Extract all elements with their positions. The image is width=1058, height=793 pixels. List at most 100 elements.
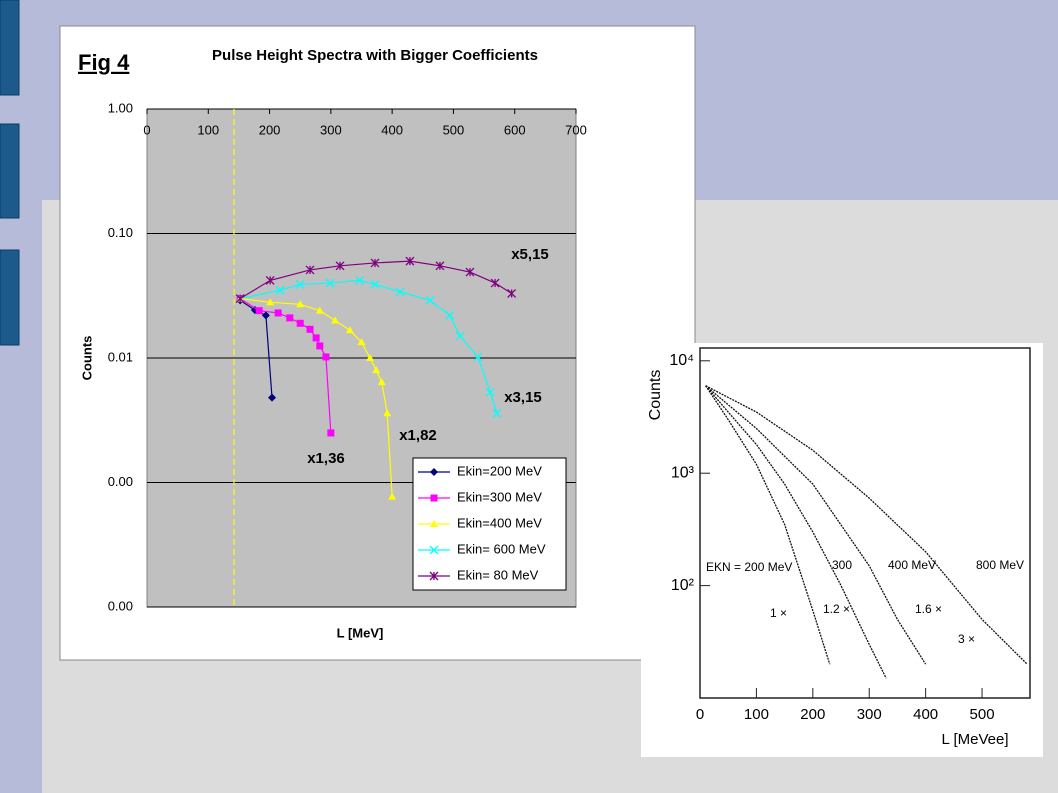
marker (435, 261, 445, 271)
marker (235, 294, 245, 304)
marker (266, 298, 275, 306)
marker (465, 267, 475, 277)
x-tick-label: 100 (197, 122, 219, 137)
x-tick-label: 500 (970, 706, 995, 723)
y-tick-label: 10² (671, 577, 695, 594)
x-tick-label: 700 (565, 122, 587, 137)
marker (383, 409, 392, 417)
marker (355, 275, 365, 285)
marker (490, 278, 500, 288)
marker (296, 319, 304, 327)
series-line (705, 385, 1028, 665)
left-band (0, 0, 42, 793)
marker (305, 265, 315, 275)
annotation: 1.6 × (915, 602, 942, 616)
legend-marker (429, 545, 439, 555)
x-tick-label: 400 (381, 122, 403, 137)
x-tick-label: 500 (443, 122, 465, 137)
series-line (239, 260, 512, 300)
annotation: EKN = 200 MeV (706, 560, 792, 574)
marker (370, 258, 380, 268)
decor-block (0, 0, 20, 96)
y-tick-label: 0.00 (108, 474, 133, 489)
marker (295, 279, 305, 289)
marker (331, 316, 340, 324)
annotation: x5,15 (511, 246, 549, 263)
x-tick-label: 400 (913, 706, 938, 723)
annotation: 300 (832, 558, 852, 572)
marker (370, 279, 380, 289)
marker (473, 352, 483, 362)
marker (345, 326, 354, 334)
legend-label: Ekin=200 MeV (457, 463, 542, 478)
marker (395, 287, 405, 297)
legend-marker (430, 468, 438, 476)
marker (372, 366, 381, 374)
x-tick-label: 300 (857, 706, 882, 723)
marker (485, 387, 495, 397)
marker (455, 331, 465, 341)
marker (405, 256, 415, 266)
x-tick-label: 200 (259, 122, 281, 137)
marker (296, 300, 305, 308)
marker (255, 307, 263, 315)
marker (315, 306, 324, 314)
legend-marker (430, 520, 438, 527)
legend-label: Ekin= 80 MeV (457, 567, 539, 582)
x-tick-label: 600 (504, 122, 526, 137)
marker (261, 311, 270, 320)
marker (492, 408, 502, 418)
decor-block (0, 249, 20, 346)
decor-block (0, 123, 20, 219)
x-tick-label: 100 (744, 706, 769, 723)
marker (445, 310, 455, 320)
annotation: 800 MeV (976, 558, 1024, 572)
marker (274, 309, 282, 317)
annotation: 1.2 × (823, 602, 850, 616)
annotation: x1,36 (307, 450, 345, 467)
inset-frame (699, 347, 1031, 699)
annotation: x3,15 (504, 389, 542, 406)
x-axis-label: L [MeV] (337, 625, 384, 640)
y-axis-label: Counts (79, 336, 94, 381)
marker (366, 354, 375, 361)
y-tick-label: 0.10 (108, 225, 133, 240)
annotation: 3 × (958, 632, 975, 646)
annotation: 400 MeV (888, 558, 936, 572)
marker (265, 275, 275, 285)
y-tick-label: 10⁴ (669, 352, 694, 369)
marker (335, 261, 345, 271)
marker (268, 393, 277, 402)
legend-marker (429, 571, 439, 581)
series-line (705, 385, 927, 665)
y-tick-label: 1.00 (108, 100, 133, 115)
legend-label: Ekin=400 MeV (457, 515, 542, 530)
marker (275, 285, 285, 295)
series-line (705, 385, 831, 665)
series-line (239, 298, 332, 433)
inset-y-label: Counts (647, 370, 664, 421)
y-tick-label: 0.00 (108, 598, 133, 613)
marker (286, 314, 294, 322)
marker (327, 429, 335, 437)
legend-label: Ekin= 600 MeV (457, 541, 546, 556)
inset-x-label: L [MeVee] (942, 731, 1009, 748)
y-tick-label: 10³ (671, 464, 695, 481)
annotation: 1 × (770, 606, 787, 620)
marker (425, 295, 435, 305)
legend-marker (430, 494, 438, 502)
series-line (705, 385, 887, 679)
marker (325, 278, 335, 288)
series-line (240, 298, 393, 497)
annotation: x1,82 (399, 427, 437, 444)
x-tick-label: 200 (800, 706, 825, 723)
chart-title: Pulse Height Spectra with Bigger Coeffic… (212, 47, 538, 64)
x-tick-label: 0 (143, 122, 150, 137)
marker (377, 378, 386, 386)
marker (388, 492, 397, 500)
marker (306, 325, 314, 333)
figure-label: Fig 4 (78, 50, 130, 75)
marker (507, 288, 517, 298)
marker (357, 338, 366, 346)
